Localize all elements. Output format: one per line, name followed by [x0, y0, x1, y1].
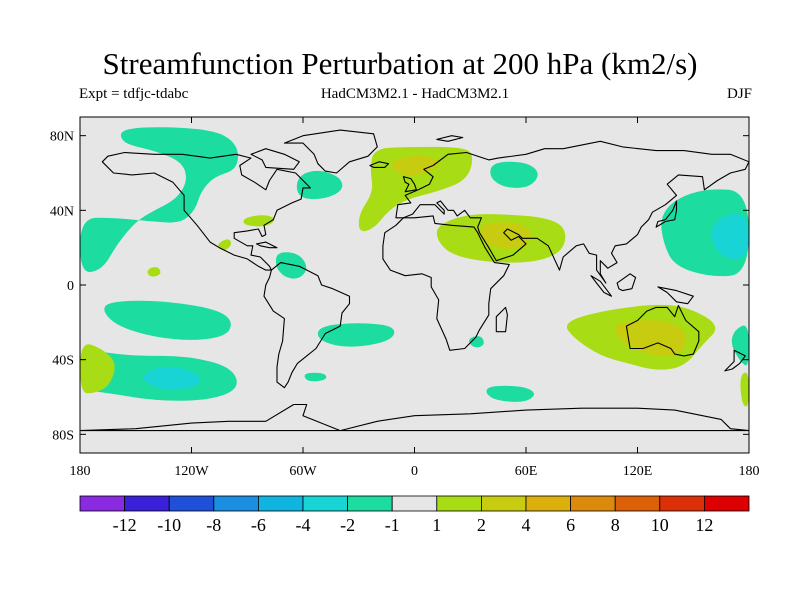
- colorbar-swatch: [302, 495, 348, 512]
- colorbar-label: -12: [113, 515, 137, 535]
- colorbar-swatch: [704, 495, 750, 512]
- region-e-pacific-eq-negative: [104, 300, 231, 340]
- coastline-eurasia: [395, 140, 749, 284]
- colorbar-label: -4: [296, 515, 311, 535]
- colorbar-swatch: [347, 495, 393, 512]
- colorbar-label: 6: [566, 515, 575, 535]
- colorbar-swatch: [124, 495, 170, 512]
- colorbar-label: 4: [522, 515, 531, 535]
- region-patagonia-negative: [304, 372, 327, 382]
- coastline-sumatra: [590, 275, 613, 297]
- colorbar-swatch: [570, 495, 616, 512]
- coastline-svalbard: [436, 135, 464, 142]
- coastline-antarctica: [80, 403, 749, 432]
- region-s-pacific-negative-core: [143, 367, 201, 390]
- x-tick-label: 60W: [289, 464, 317, 479]
- colorbar-label: -6: [251, 515, 266, 535]
- coastline-north-america: [101, 151, 311, 271]
- axis-ticks: 80N 40N 0 40S 80S 180 120W 60W 0 60E 120E 180: [50, 117, 760, 479]
- coastline-greenland: [283, 129, 378, 174]
- region-w-pacific-negative-core: [711, 214, 749, 259]
- x-tick-label: 180: [739, 464, 760, 479]
- colorbar-swatch: [659, 495, 705, 512]
- region-europe-positive: [358, 146, 473, 232]
- experiment-label: Expt = tdfjc-tdabc: [79, 86, 189, 102]
- region-asia-negative: [490, 161, 538, 188]
- map-title: Streamfunction Perturbation at 200 hPa (…: [102, 46, 698, 81]
- colorbar-label: 8: [611, 515, 620, 535]
- colorbar-swatch: [79, 495, 125, 512]
- model-label: HadCM3M2.1 - HadCM3M2.1: [320, 86, 510, 102]
- coastline-iceland: [369, 161, 390, 168]
- coastline-australia: [625, 304, 700, 357]
- colorbar-label: -2: [340, 515, 355, 535]
- colorbar-swatch: [436, 495, 482, 512]
- y-tick-label: 40S: [52, 354, 74, 369]
- colorbar-swatch: [391, 495, 438, 512]
- field-regions: [80, 127, 749, 407]
- colorbar-swatch: [480, 495, 527, 512]
- x-tick-label: 0: [411, 464, 418, 479]
- colorbar-label: -8: [206, 515, 221, 535]
- coastline-new-guinea: [657, 286, 694, 305]
- coastline-uk: [402, 176, 417, 193]
- region-middle-east-positive-core: [480, 222, 531, 249]
- coastline-baffin-island: [250, 148, 300, 170]
- coastline-cuba: [255, 241, 278, 249]
- season-label: DJF: [726, 86, 752, 102]
- y-tick-label: 80S: [52, 428, 74, 443]
- region-s-indian-negative: [486, 385, 534, 402]
- colorbar-swatch: [614, 495, 661, 512]
- colorbar-swatch: [213, 495, 259, 512]
- coastline-africa: [382, 215, 510, 351]
- colorbar-label: -1: [385, 515, 400, 535]
- colorbar-label: -10: [157, 515, 181, 535]
- region-europe-positive-core: [392, 155, 439, 176]
- x-tick-label: 120E: [623, 464, 653, 479]
- colorbar-label: 12: [695, 515, 713, 535]
- colorbar-swatch: [257, 495, 304, 512]
- region-n-atlantic-negative: [296, 170, 343, 200]
- region-central-america-positive: [218, 239, 232, 251]
- x-tick-label: 120W: [174, 464, 209, 479]
- region-e-edge-positive: [740, 372, 749, 407]
- colorbar-label: 2: [477, 515, 486, 535]
- coastline-new-zealand: [724, 349, 746, 372]
- x-tick-label: 180: [70, 464, 91, 479]
- coastline-borneo: [616, 273, 637, 292]
- coastline-japan: [655, 200, 678, 228]
- coastline-south-america: [263, 262, 351, 389]
- colorbar: -12 -10 -8 -6 -4 -2 -1 1 2 4 6 8 10 12: [79, 495, 750, 535]
- region-hawaii-positive: [147, 267, 161, 277]
- x-tick-label: 60E: [515, 464, 538, 479]
- y-tick-label: 80N: [50, 130, 74, 145]
- y-tick-label: 0: [67, 279, 74, 294]
- colorbar-label: 10: [651, 515, 669, 535]
- coastline-madagascar: [495, 306, 508, 333]
- region-africa-neg-small: [469, 336, 484, 348]
- colorbar-swatch: [168, 495, 215, 512]
- coastlines: [80, 129, 749, 432]
- colorbar-swatch: [525, 495, 571, 512]
- region-caribbean-negative: [275, 252, 307, 279]
- colorbar-label: 1: [432, 515, 441, 535]
- region-w-edge-positive: [80, 344, 115, 394]
- region-n-pacific-negative: [80, 127, 238, 273]
- y-tick-label: 40N: [50, 204, 74, 219]
- region-s-atlantic-negative: [317, 323, 395, 347]
